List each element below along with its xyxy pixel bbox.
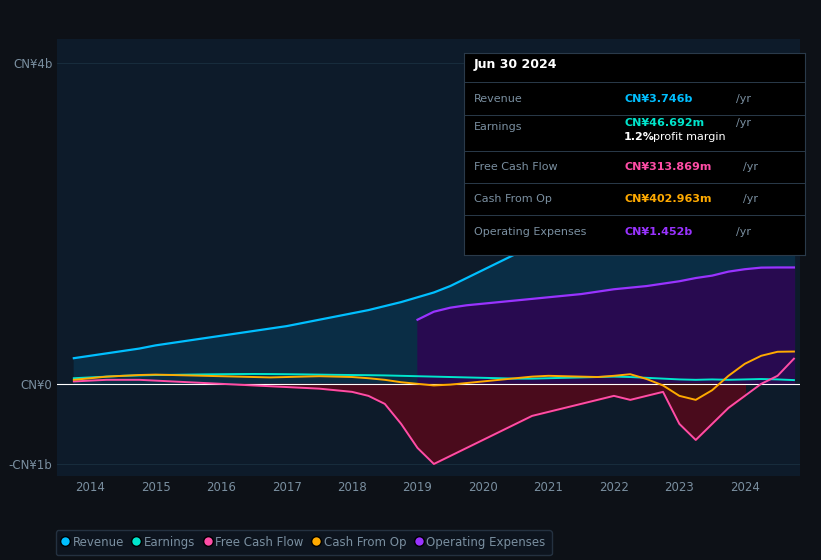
Text: /yr: /yr: [743, 194, 759, 204]
Text: /yr: /yr: [736, 94, 751, 104]
Text: /yr: /yr: [736, 227, 751, 237]
Text: 1.2%: 1.2%: [624, 132, 655, 142]
Text: Free Cash Flow: Free Cash Flow: [474, 162, 557, 172]
Text: Earnings: Earnings: [474, 122, 523, 132]
Legend: Revenue, Earnings, Free Cash Flow, Cash From Op, Operating Expenses: Revenue, Earnings, Free Cash Flow, Cash …: [56, 530, 552, 556]
Text: CN¥1.452b: CN¥1.452b: [624, 227, 692, 237]
Text: Cash From Op: Cash From Op: [474, 194, 552, 204]
Text: Jun 30 2024: Jun 30 2024: [474, 58, 557, 71]
Text: CN¥46.692m: CN¥46.692m: [624, 118, 704, 128]
Text: /yr: /yr: [743, 162, 759, 172]
Text: profit margin: profit margin: [653, 132, 726, 142]
Text: CN¥3.746b: CN¥3.746b: [624, 94, 692, 104]
Text: Operating Expenses: Operating Expenses: [474, 227, 586, 237]
Text: CN¥402.963m: CN¥402.963m: [624, 194, 712, 204]
Text: /yr: /yr: [736, 118, 751, 128]
Text: Revenue: Revenue: [474, 94, 523, 104]
Text: CN¥313.869m: CN¥313.869m: [624, 162, 711, 172]
